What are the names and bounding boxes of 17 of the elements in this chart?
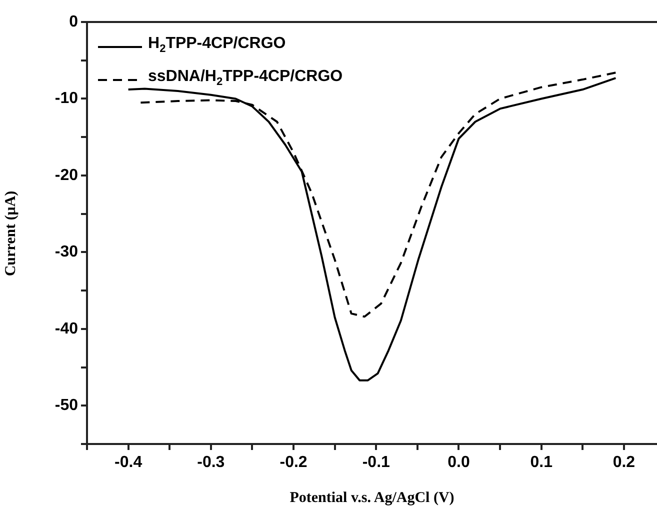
legend-label: ssDNA/H$_{2}$TPP-4CP/CRGO: [148, 67, 343, 90]
y-tick-label: -20: [54, 166, 78, 184]
x-tick-label: 0.1: [530, 454, 553, 472]
x-tick-label: 0.2: [612, 454, 636, 472]
y-tick-label: -50: [54, 397, 78, 414]
y-tick-label: -10: [54, 90, 78, 108]
x-tick-label: 0.0: [448, 454, 470, 472]
legend-label: H$_{2}$TPP-4CP/CRGO: [148, 34, 286, 58]
y-tick-label: -40: [54, 320, 78, 338]
x-tick-label: -0.4: [114, 454, 142, 472]
x-axis-title: Potential v.s. Ag/AgCl (V): [288, 490, 456, 507]
x-tick-label: -0.2: [280, 454, 308, 472]
x-tick-label: -0.3: [197, 454, 225, 472]
y-tick-label: 0: [69, 13, 78, 30]
x-tick-label: -0.1: [362, 454, 390, 472]
y-tick-label: -30: [54, 244, 78, 261]
y-axis-title: Current (μA): [4, 190, 20, 276]
